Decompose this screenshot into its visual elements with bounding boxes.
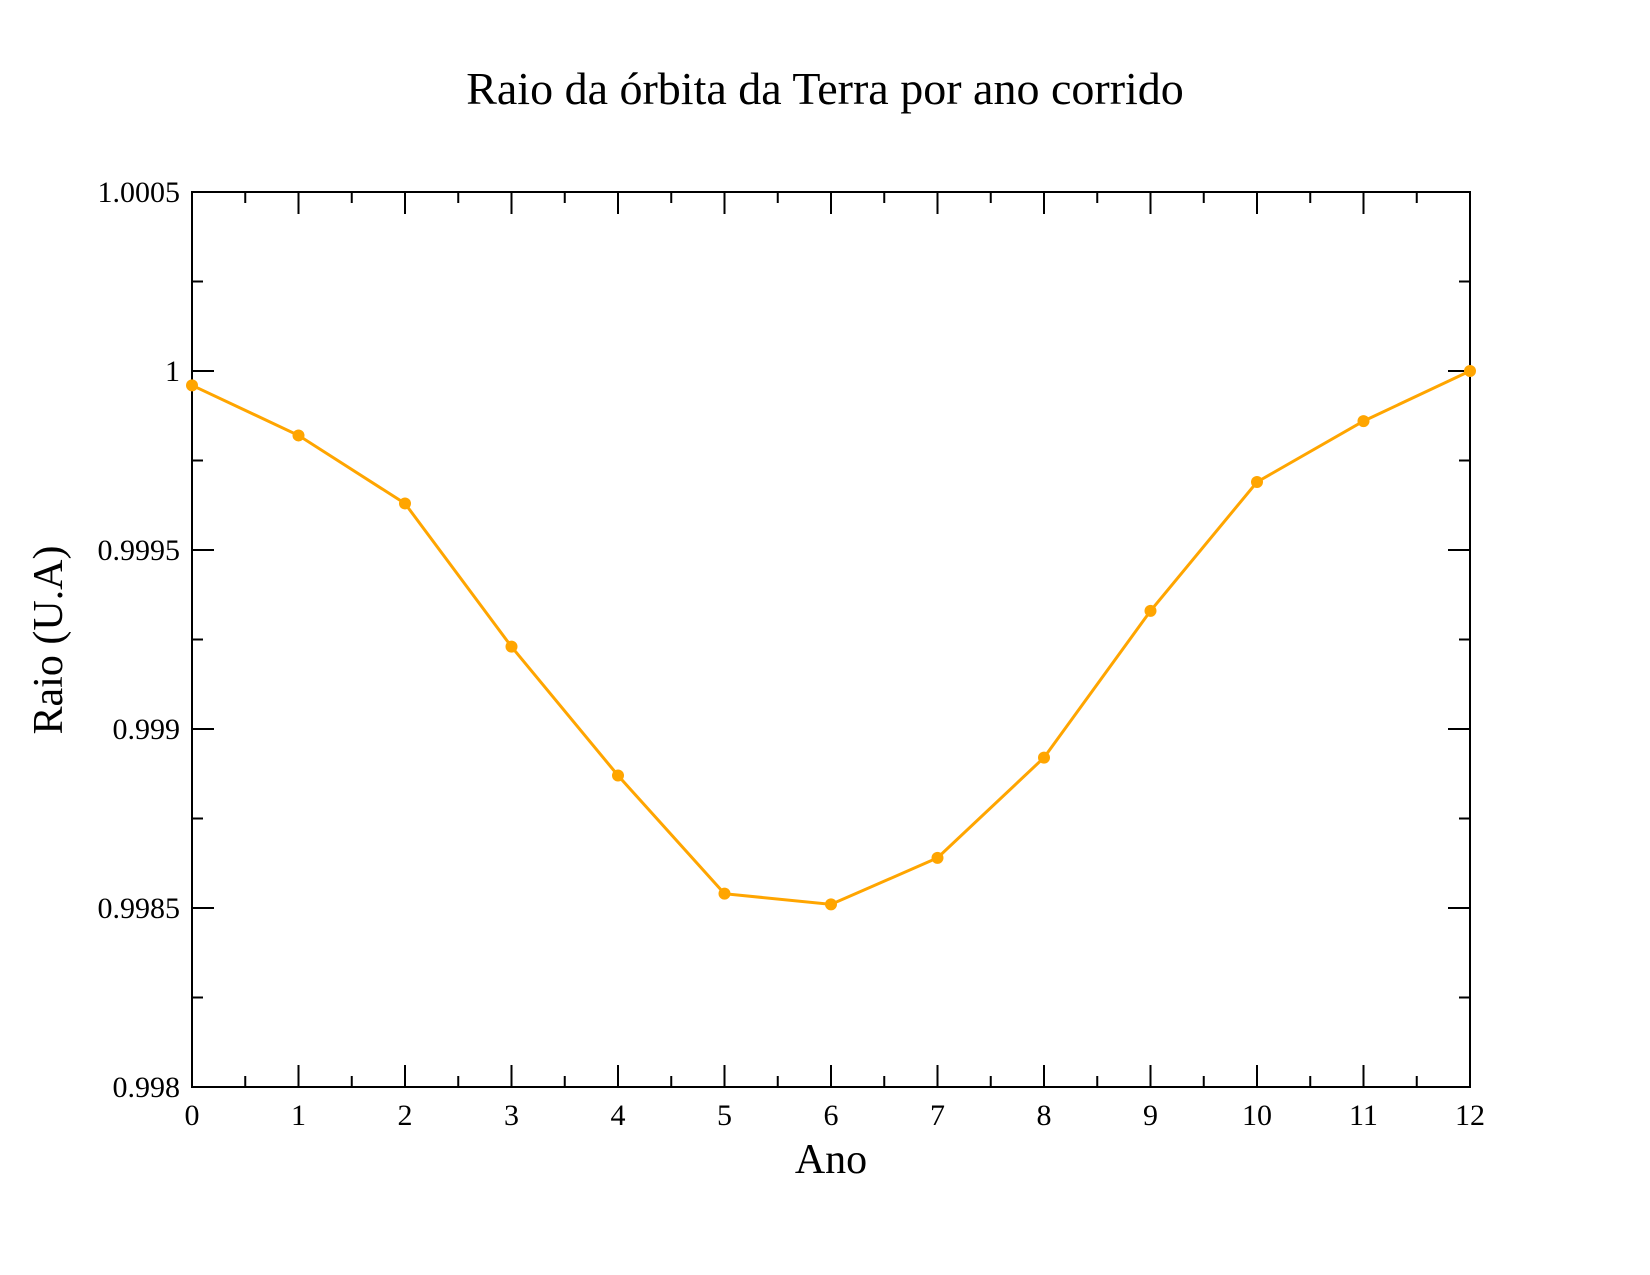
data-point [1144,604,1157,617]
chart-title: Raio da órbita da Terra por ano corrido [466,63,1184,114]
x-axis-label: Ano [795,1137,867,1183]
x-tick-label: 8 [1037,1099,1052,1132]
x-tick-label: 0 [185,1099,200,1132]
data-point [505,640,518,653]
x-tick-label: 5 [717,1099,732,1132]
data-point [292,429,305,442]
axis-ticks [191,191,1471,1088]
x-tick-label: 10 [1242,1099,1272,1132]
y-tick-label: 0.998 [113,1071,181,1104]
data-point [718,887,731,900]
y-tick-label: 0.999 [113,713,181,746]
x-tick-label: 4 [611,1099,626,1132]
x-tick-label: 6 [824,1099,839,1132]
y-tick-label: 1.0005 [98,176,181,209]
data-point [931,851,944,864]
data-point [612,769,624,782]
y-axis-label: Raio (U.A) [26,546,72,735]
series-markers [186,365,1476,911]
data-point [186,379,198,392]
x-tick-label: 1 [291,1099,306,1132]
data-point [399,497,411,510]
data-point [1251,475,1263,488]
data-point [1038,751,1050,764]
x-tick-label: 3 [504,1099,519,1132]
x-tick-label: 2 [398,1099,413,1132]
data-point [825,898,837,911]
y-tick-labels: 0.998 0.9985 0.999 0.9995 1 1.0005 [98,176,181,1104]
y-tick-label: 0.9995 [98,534,181,567]
y-tick-label: 0.9985 [98,892,181,925]
x-tick-label: 7 [930,1099,945,1132]
x-tick-label: 12 [1455,1099,1485,1132]
plot-frame [191,191,1471,1088]
series-line [191,369,1471,906]
x-tick-label: 11 [1349,1099,1378,1132]
data-point [1357,415,1370,428]
x-tick-labels: 0 1 2 3 4 5 6 7 8 9 10 11 12 [185,1099,1486,1132]
x-tick-label: 9 [1143,1099,1158,1132]
data-point [1464,365,1476,377]
y-tick-label: 1 [165,355,180,388]
